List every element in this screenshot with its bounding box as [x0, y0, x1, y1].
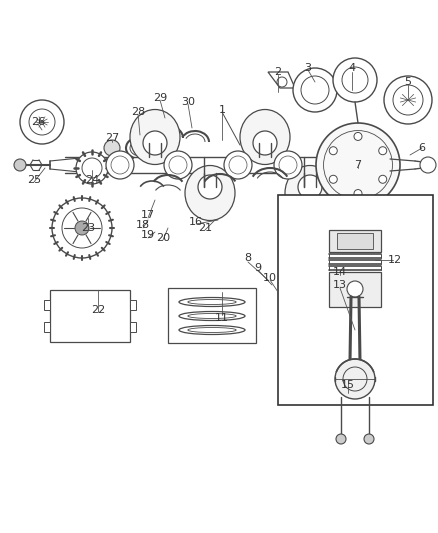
Text: 24: 24 [85, 175, 99, 185]
Circle shape [347, 281, 363, 297]
Bar [278, 195, 433, 405]
Text: 16: 16 [189, 217, 203, 227]
Bar [329, 230, 381, 252]
Circle shape [52, 198, 112, 258]
Ellipse shape [240, 109, 290, 165]
Text: 20: 20 [156, 233, 170, 243]
Text: 23: 23 [81, 223, 95, 233]
Text: 6: 6 [418, 143, 425, 153]
Circle shape [336, 434, 346, 444]
Circle shape [75, 221, 89, 235]
Text: 28: 28 [131, 107, 145, 117]
Circle shape [14, 159, 26, 171]
Text: 3: 3 [304, 63, 311, 73]
Text: 30: 30 [181, 97, 195, 107]
Circle shape [384, 76, 432, 124]
Bar [337, 233, 373, 249]
Circle shape [329, 175, 337, 183]
Circle shape [354, 190, 362, 198]
Ellipse shape [188, 300, 236, 304]
Ellipse shape [188, 313, 236, 319]
Circle shape [293, 68, 337, 112]
Circle shape [198, 175, 222, 199]
Ellipse shape [188, 327, 236, 333]
Circle shape [326, 151, 354, 179]
Circle shape [354, 132, 362, 140]
Bar [329, 272, 381, 307]
Text: 14: 14 [333, 267, 347, 277]
Circle shape [106, 151, 134, 179]
Text: 12: 12 [388, 255, 402, 265]
Ellipse shape [285, 166, 335, 221]
Text: 11: 11 [215, 313, 229, 323]
Circle shape [76, 152, 108, 184]
Circle shape [274, 151, 302, 179]
Text: 15: 15 [341, 380, 355, 390]
Text: 7: 7 [354, 160, 361, 170]
Text: 18: 18 [136, 220, 150, 230]
Circle shape [335, 359, 375, 399]
Ellipse shape [179, 297, 245, 306]
Text: 2: 2 [275, 67, 282, 77]
Circle shape [420, 157, 436, 173]
Text: 13: 13 [333, 280, 347, 290]
Circle shape [143, 131, 167, 155]
Ellipse shape [179, 326, 245, 335]
Text: 29: 29 [153, 93, 167, 103]
Bar [168, 288, 256, 343]
Ellipse shape [179, 311, 245, 320]
Circle shape [104, 140, 120, 156]
Circle shape [316, 123, 400, 207]
Circle shape [253, 131, 277, 155]
Text: 21: 21 [198, 223, 212, 233]
Circle shape [164, 151, 192, 179]
Text: 19: 19 [141, 230, 155, 240]
Circle shape [20, 100, 64, 144]
Text: 5: 5 [405, 77, 411, 87]
Text: 10: 10 [263, 273, 277, 283]
Text: 17: 17 [141, 210, 155, 220]
Bar [44, 300, 50, 310]
Text: 9: 9 [254, 263, 261, 273]
Text: 26: 26 [31, 117, 45, 127]
Text: 8: 8 [244, 253, 251, 263]
Text: 22: 22 [91, 305, 105, 315]
Bar [130, 322, 136, 332]
Circle shape [333, 58, 377, 102]
Circle shape [379, 175, 387, 183]
Bar [44, 322, 50, 332]
Bar [130, 300, 136, 310]
Ellipse shape [185, 166, 235, 221]
Text: 25: 25 [27, 175, 41, 185]
Circle shape [329, 147, 337, 155]
Circle shape [298, 175, 322, 199]
Text: 4: 4 [349, 63, 356, 73]
Bar [50, 290, 130, 342]
Text: 27: 27 [105, 133, 119, 143]
Polygon shape [268, 72, 295, 88]
Circle shape [364, 434, 374, 444]
Circle shape [224, 151, 252, 179]
Text: 1: 1 [219, 105, 226, 115]
Ellipse shape [130, 109, 180, 165]
Circle shape [379, 147, 387, 155]
